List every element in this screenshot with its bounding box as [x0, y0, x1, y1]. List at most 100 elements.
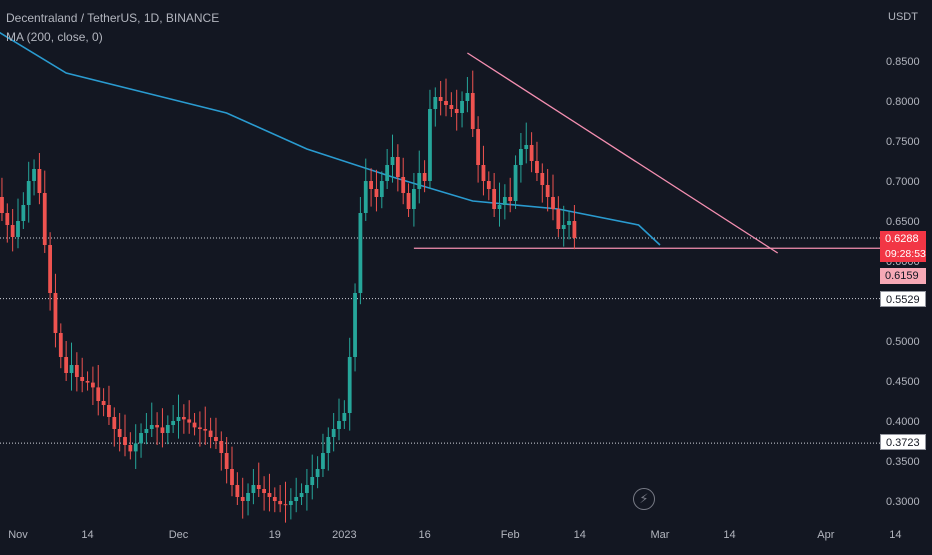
candle-body: [283, 504, 288, 506]
countdown-tag: 09:28:53: [880, 247, 926, 262]
candle-body: [358, 213, 363, 293]
candle-body: [412, 189, 416, 209]
candle-body: [240, 497, 245, 501]
candle-body: [433, 97, 438, 109]
candle-body: [251, 485, 256, 493]
candle-body: [337, 421, 341, 429]
level-price-tag-2: 0.3723: [880, 434, 926, 450]
candle-body: [529, 145, 534, 161]
candle-body: [401, 177, 406, 193]
candle-body: [214, 437, 218, 441]
candle-body: [21, 205, 26, 221]
candle-body: [262, 489, 266, 493]
symbol-title[interactable]: Decentraland / TetherUS, 1D, BINANCE: [6, 11, 220, 25]
candle-body: [37, 169, 42, 193]
candle-body: [53, 293, 58, 333]
x-tick-label: 16: [418, 529, 430, 541]
x-tick-label: Nov: [8, 529, 28, 541]
candle-body: [321, 453, 325, 469]
candle-body: [310, 477, 315, 485]
candle-body: [567, 221, 571, 225]
candle-body: [80, 377, 85, 381]
candle-body: [470, 93, 475, 129]
candle-body: [347, 357, 352, 413]
candle-body: [390, 157, 395, 165]
descending-trendline: [467, 52, 779, 254]
candle-body: [187, 419, 192, 423]
candle-body: [48, 245, 52, 293]
candle-body: [0, 197, 4, 213]
x-tick-label: 14: [81, 529, 93, 541]
candle-body: [117, 429, 122, 437]
candle-body: [572, 221, 577, 238]
y-tick-label: 0.6500: [886, 216, 920, 228]
candle-body: [91, 382, 95, 388]
candle-body: [69, 365, 74, 373]
x-tick-label: Feb: [501, 529, 520, 541]
y-tick-label: 0.3500: [886, 456, 920, 468]
candle-body: [326, 437, 331, 453]
candle-body: [198, 427, 202, 429]
candle-body: [123, 437, 127, 445]
candle-body: [165, 425, 170, 433]
y-tick-label: 0.4500: [886, 376, 920, 388]
candle-body: [454, 109, 459, 113]
candle-body: [96, 387, 101, 401]
trendline-group[interactable]: [467, 52, 779, 254]
candle-body: [508, 197, 513, 201]
candle-body: [64, 357, 69, 373]
candle-body: [10, 225, 15, 237]
candle-body: [428, 109, 432, 181]
candle-body: [545, 185, 550, 197]
candle-body: [5, 213, 10, 225]
y-axis-unit[interactable]: USDT: [888, 11, 918, 23]
x-axis-ticks: Nov 14 Dec 19 2023 16 Feb 14 Mar 14 Apr 14: [8, 529, 901, 541]
x-tick-label: Apr: [817, 529, 834, 541]
candle-body: [395, 157, 400, 177]
x-tick-label: 14: [723, 529, 735, 541]
candle-body: [331, 429, 336, 437]
candle-body: [128, 445, 133, 452]
candle-body: [540, 173, 545, 185]
candle-body: [149, 425, 154, 429]
candle-body: [438, 97, 443, 101]
candle-body: [144, 429, 149, 433]
level-price-tag-1: 0.5529: [880, 291, 926, 307]
candle-body: [288, 501, 293, 505]
chart-legend: Decentraland / TetherUS, 1D, BINANCE MA …: [6, 9, 219, 47]
candle-body: [181, 417, 186, 420]
candle-body: [107, 405, 111, 417]
candle-body: [278, 501, 283, 505]
candle-body: [32, 169, 36, 181]
lightning-icon[interactable]: ⚡︎: [633, 488, 655, 510]
candle-body: [497, 205, 502, 209]
y-tick-label: 0.8500: [886, 56, 920, 68]
x-tick-label: 19: [269, 529, 281, 541]
candle-body: [513, 165, 518, 201]
candle-body: [133, 443, 138, 452]
candle-body: [486, 181, 491, 189]
candle-body: [294, 497, 299, 501]
candle-body: [171, 421, 176, 425]
candle-body: [481, 165, 486, 181]
candle-body: [224, 453, 229, 469]
candle-body: [101, 401, 106, 405]
candle-body: [299, 493, 304, 497]
x-tick-label: Dec: [169, 529, 189, 541]
candle-body: [26, 181, 31, 205]
candle-body: [561, 225, 566, 229]
indicator-label[interactable]: MA (200, close, 0): [6, 30, 103, 44]
candle-body: [449, 105, 454, 109]
candle-body: [235, 485, 240, 497]
candle-body: [524, 145, 529, 149]
y-tick-label: 0.3000: [886, 496, 920, 508]
candle-body: [203, 429, 208, 431]
ma-200-line: [0, 31, 661, 246]
ma-line-group: [0, 31, 661, 246]
x-tick-label: 14: [889, 529, 901, 541]
candle-body: [74, 365, 79, 377]
candle-body: [444, 101, 448, 105]
support-price-tag: 0.6159: [880, 268, 926, 284]
